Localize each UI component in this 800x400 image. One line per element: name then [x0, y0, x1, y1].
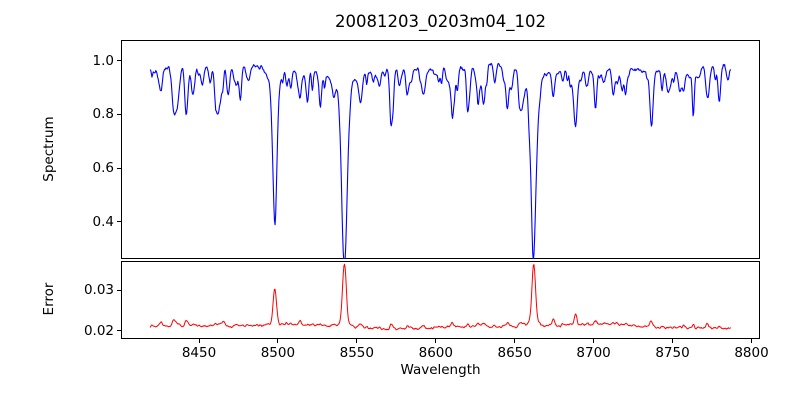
spectrum-y-axis-label: Spectrum	[41, 116, 57, 182]
error-y-axis-label: Error	[41, 282, 57, 316]
spectrum-plot-area	[121, 40, 760, 259]
y-tick-mark	[117, 167, 121, 169]
y-tick-label: 0.6	[92, 160, 114, 176]
x-tick-label: 8650	[497, 345, 532, 361]
spectrum-axes-spines	[121, 40, 760, 259]
error-plot-area	[121, 261, 760, 339]
y-tick-mark	[117, 60, 121, 62]
x-tick-label: 8750	[655, 345, 690, 361]
spectrum-line	[149, 62, 732, 259]
x-tick-mark	[198, 339, 200, 343]
y-tick-label: 0.4	[92, 213, 114, 230]
y-tick-mark	[117, 289, 121, 291]
x-tick-label: 8550	[339, 345, 374, 361]
x-tick-label: 8500	[260, 345, 296, 361]
y-tick-label: 0.02	[83, 322, 114, 339]
x-tick-mark	[751, 339, 752, 343]
y-tick-mark	[117, 221, 121, 222]
x-tick-mark	[435, 339, 437, 343]
x-tick-mark	[593, 339, 595, 343]
y-tick-label: 0.8	[92, 106, 114, 123]
y-tick-mark	[117, 330, 121, 332]
x-tick-label: 8700	[576, 345, 611, 361]
y-tick-label: 0.03	[83, 282, 114, 298]
x-tick-mark	[277, 339, 279, 343]
x-tick-mark	[672, 339, 673, 343]
x-axis-label: Wavelength	[400, 362, 481, 378]
y-tick-label: 1.0	[92, 52, 114, 69]
chart-title: 20081203_0203m04_102	[334, 12, 547, 31]
error-line	[149, 263, 732, 331]
x-tick-label: 8600	[418, 345, 453, 361]
x-tick-mark	[514, 339, 516, 343]
x-tick-mark	[356, 339, 358, 343]
y-tick-mark	[117, 113, 121, 115]
error-axes-spines	[121, 261, 760, 339]
x-tick-label: 8800	[734, 345, 769, 361]
x-tick-label: 8450	[181, 345, 217, 361]
